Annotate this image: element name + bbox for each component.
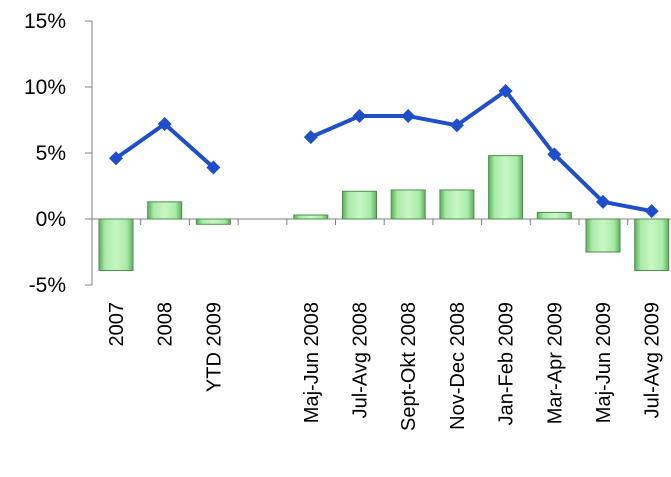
line-point [547,147,562,162]
x-tick-label: Jan-Feb 2009 [496,302,518,425]
x-tick-label: Maj-Jun 2009 [593,302,615,423]
line-point [303,130,318,145]
bar-ytd-2009 [195,218,231,225]
bar-maj-jun-2009 [585,218,621,253]
y-tick-label: -5% [29,274,66,297]
line-segment-1 [310,88,653,214]
x-tick-label: Nov-Dec 2008 [447,302,469,430]
y-tick-label: 0% [36,208,66,231]
line-point [157,116,172,131]
bar-2008 [147,201,183,220]
line-point [206,160,221,175]
x-tick-label: Sept-Okt 2008 [398,302,420,431]
bar-nov-dec-2008 [439,189,475,220]
x-tick-label: Maj-Jun 2008 [301,302,323,423]
line-point [596,194,610,209]
bar-jan-feb-2009 [488,155,524,220]
x-tick-label: 2007 [106,302,128,347]
line-point [352,109,367,124]
line-point [498,83,513,98]
bar-2007 [98,218,134,271]
y-tick-label: 5% [36,142,66,165]
line-point [644,204,659,219]
x-tick-label: Mar-Apr 2009 [544,302,566,424]
bar-jul-avg-2009 [634,218,670,271]
y-tick-label: 10% [24,76,66,99]
line-point [401,109,416,124]
bar-mar-apr-2009 [536,211,572,220]
x-tick-label: Jul-Avg 2008 [350,302,372,418]
bar-sept-okt-2008 [390,189,426,220]
x-tick-label: 2008 [155,302,177,347]
bar-jul-avg-2008 [342,190,377,220]
line-point [109,151,123,166]
x-tick-label: Jul-Avg 2009 [642,302,664,418]
bar-maj-jun-2008 [293,214,329,220]
line-point [449,118,464,133]
y-tick-label: 15% [24,10,66,33]
x-tick-label: YTD 2009 [203,302,225,392]
